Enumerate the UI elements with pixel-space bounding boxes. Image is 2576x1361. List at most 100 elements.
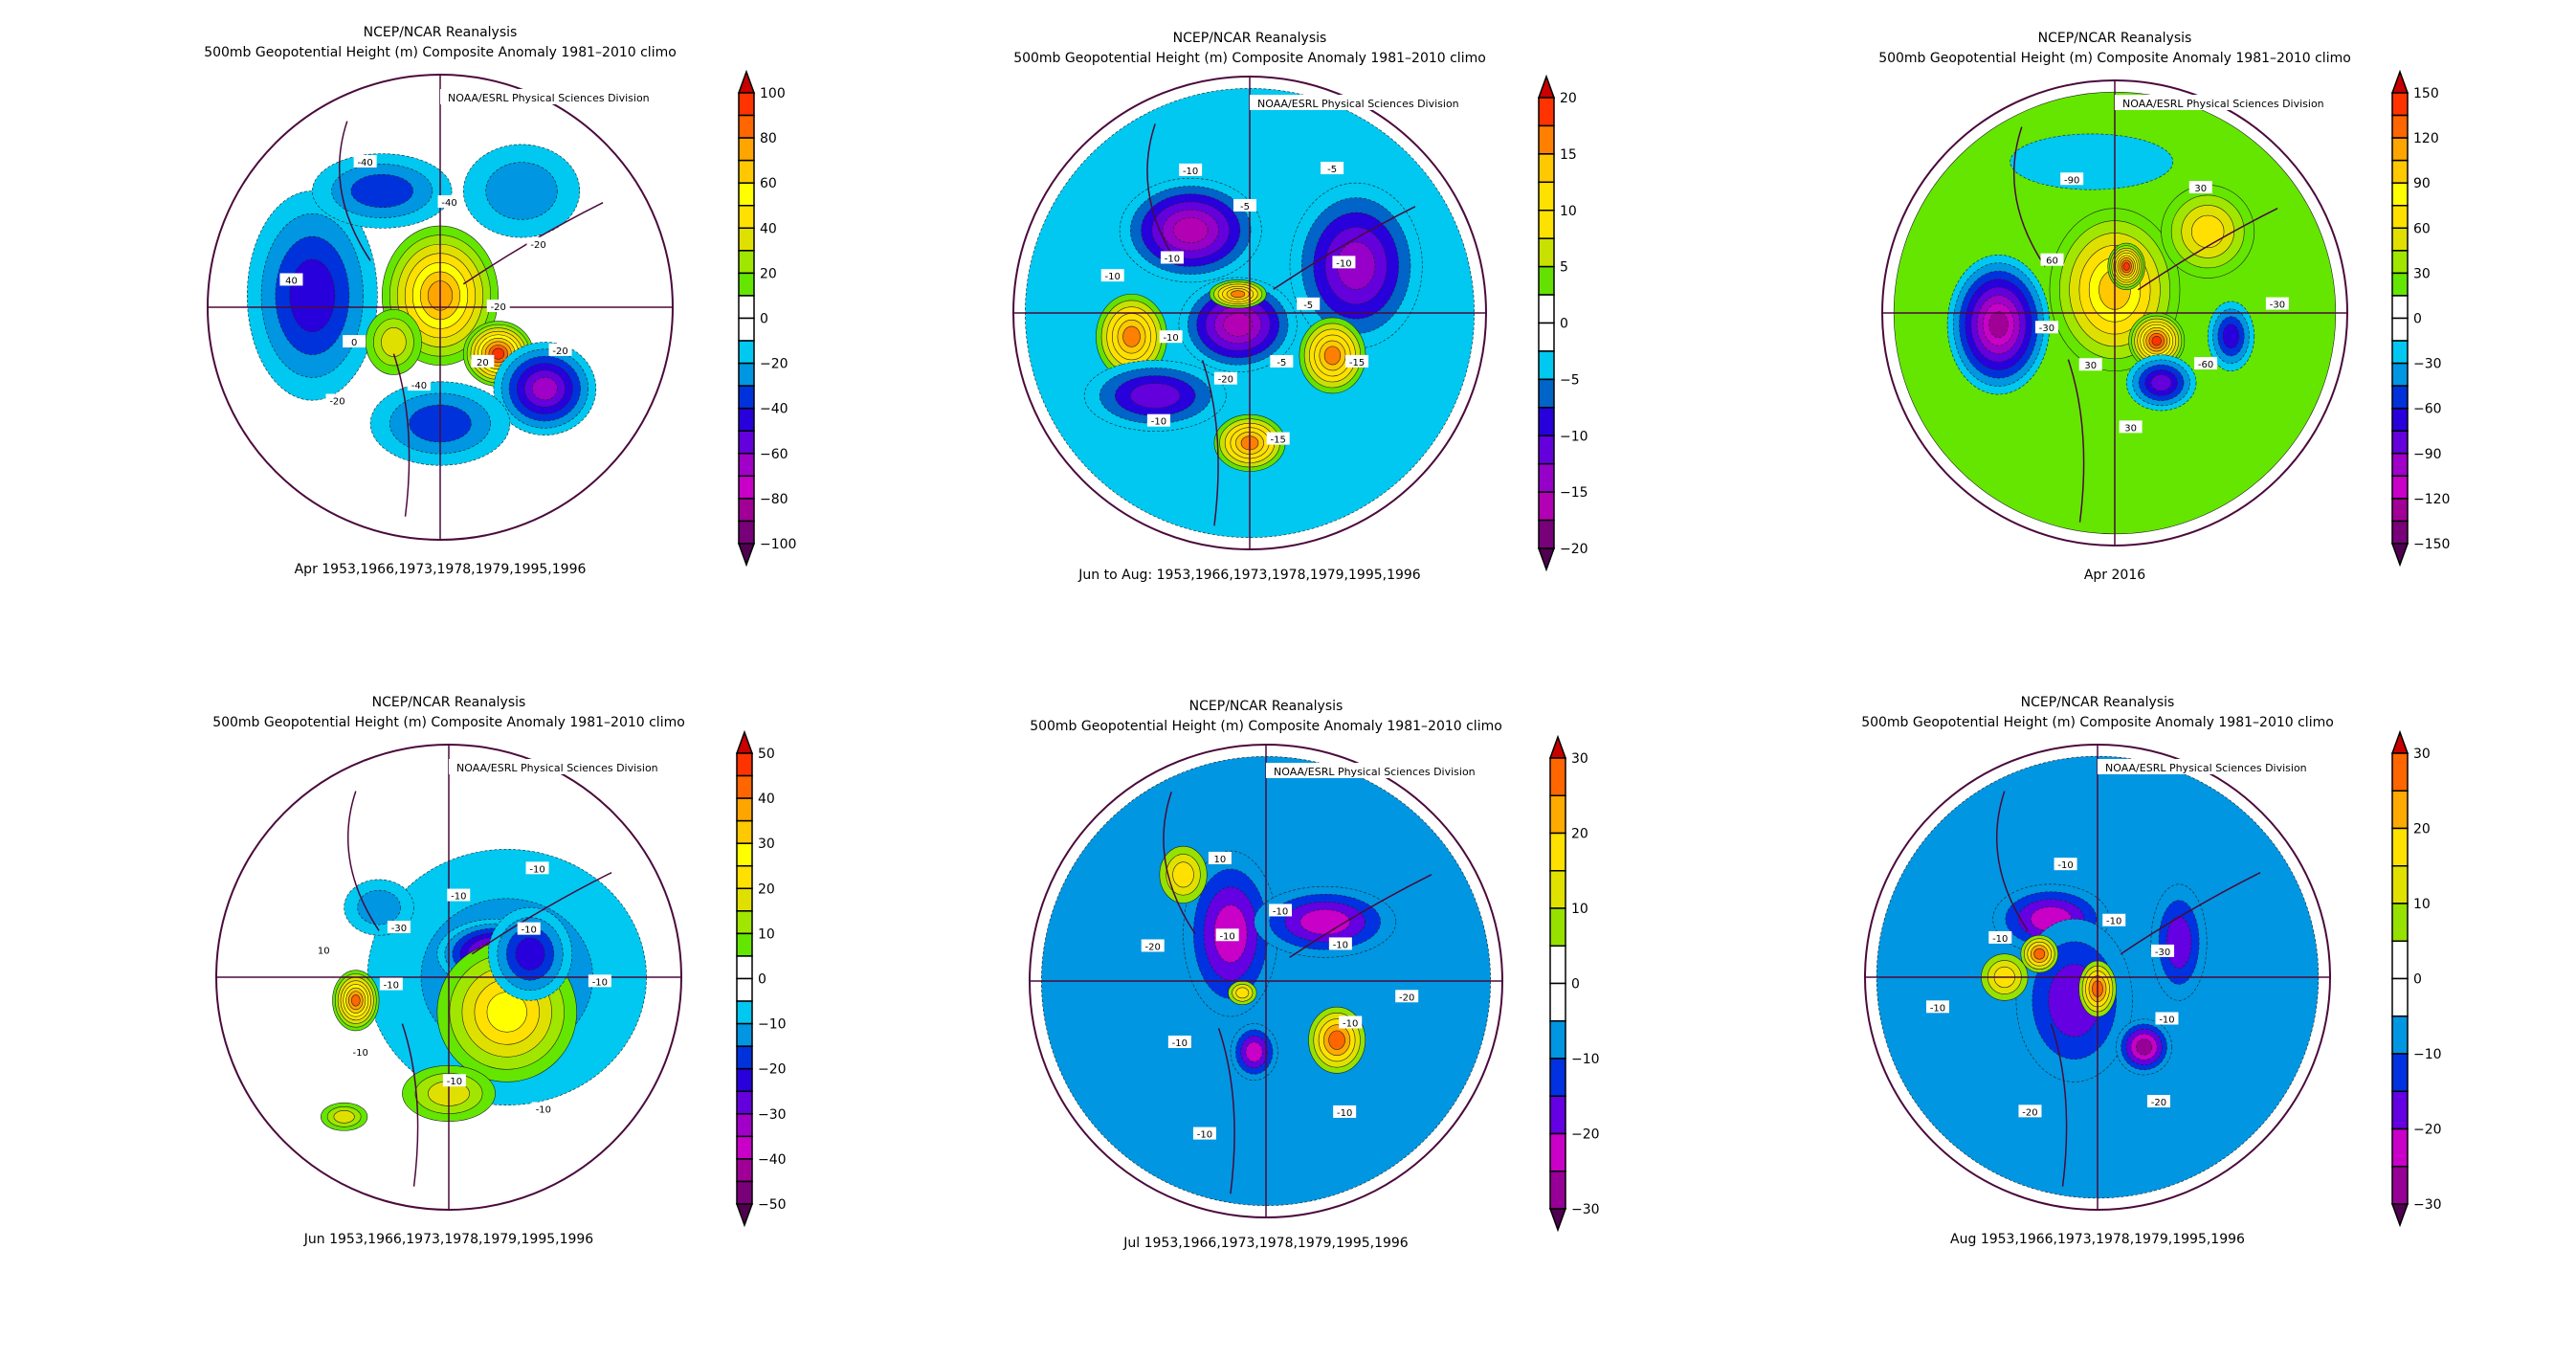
colorbar-tick-label: 30 [758,837,775,852]
anomaly-contour [1223,313,1253,337]
anomaly-contour [2151,336,2162,346]
contour-label: -15 [1349,358,1365,368]
colorbar-segment [738,295,755,320]
colorbar-segment [736,932,753,957]
colorbar-tick-label: 0 [760,312,768,327]
colorbar-segment [1538,378,1555,409]
anomaly-contour [1130,383,1181,409]
contour-label: -10 [592,977,608,988]
colorbar-tick-label: 0 [1560,317,1568,332]
colorbar-segment [736,1113,753,1138]
colorbar: 30 20 10 0 −10 −20 −30 [1548,734,1600,1233]
anomaly-contour [2010,133,2174,190]
colorbar-tick-label: 5 [1560,260,1568,276]
polar-map [208,75,673,540]
colorbar-segment [736,1022,753,1047]
coastline [346,791,612,1187]
contour-label: -10 [529,864,544,875]
colorbar-segment [1538,519,1555,549]
colorbar-tick-label: 30 [1571,751,1588,767]
colorbar-tick-label: −30 [2413,1197,2442,1213]
panel-title: NCEP/NCAR Reanalysis [1189,699,1344,714]
colorbar-segment [738,453,755,478]
colorbar-segment [738,520,755,545]
colorbar-segment [738,159,755,184]
colorbar-segment [736,1000,753,1025]
credit-label: NOAA/ESRL Physical Sciences Division [2122,98,2324,110]
colorbar-tick-label: 20 [1560,91,1577,106]
colorbar-segment [2391,1090,2409,1130]
contour-label: -40 [441,198,456,209]
colorbar-tick-label: 20 [2413,822,2431,837]
colorbar-tick-label: 90 [2413,176,2431,191]
anomaly-contour [350,994,361,1007]
contour-label: -10 [447,1077,462,1087]
colorbar-tick-label: 60 [2413,221,2431,236]
colorbar-segment [1549,794,1566,835]
colorbar-segment [736,865,753,890]
contour-label: 10 [1214,855,1227,865]
contour-label: -20 [329,396,344,407]
contour-label: 30 [2084,361,2097,371]
colorbar-arrow-top [737,69,756,94]
colorbar-tick-label: 40 [758,792,775,807]
anomaly-contour [2122,262,2130,271]
colorbar-segment [2391,977,2409,1017]
colorbar-segment [736,955,753,980]
panel-subtitle: 500mb Geopotential Height (m) Composite … [1861,715,2334,730]
panel-subtitle: 500mb Geopotential Height (m) Composite … [212,715,685,730]
colorbar-tick-label: 10 [1560,204,1577,219]
coastline [1163,792,1432,1194]
colorbar-segment [738,114,755,139]
colorbar-segment [2391,430,2409,455]
colorbar-tick-label: −30 [2413,357,2442,372]
colorbar-segment [1538,181,1555,212]
colorbar-segment [2391,520,2409,545]
colorbar-segment [738,92,755,117]
colorbar-segment [738,340,755,365]
anomaly-contour [289,258,336,333]
colorbar-tick-label: −30 [1571,1202,1600,1217]
contour-label: -20 [491,302,506,313]
contour-label: -30 [2270,301,2285,311]
colorbar-segment [1549,870,1566,909]
colorbar-segment [1538,210,1555,239]
colorbar-segment [1538,97,1555,127]
colorbar-segment [1538,435,1555,465]
colorbar-segment [738,407,755,433]
panel-5: NCEP/NCAR Reanalysis 500mb Geopotential H… [1029,699,1600,1251]
colorbar-segment [1538,491,1555,522]
contour-label: -10 [2106,917,2121,927]
colorbar-tick-label: 150 [2413,86,2439,101]
anomaly-contour [1172,861,1194,888]
colorbar-tick-label: 20 [760,266,777,281]
colorbar-segment [738,498,755,523]
contour-label: -5 [1303,301,1313,311]
panel-subtitle: 500mb Geopotential Height (m) Composite … [1013,51,1486,66]
colorbar-segment [1538,350,1555,381]
anomaly-contour [1323,346,1342,366]
colorbar-tick-label: 10 [1571,902,1588,917]
colorbar-segment [736,797,753,822]
colorbar-tick-label: 60 [760,176,777,191]
contour-label: -10 [1219,931,1234,942]
contour-label: -20 [2151,1098,2166,1108]
contour-label: -40 [357,158,372,168]
panel-subtitle: 500mb Geopotential Height (m) Composite … [204,45,677,60]
contour-label: -10 [1930,1003,1945,1014]
contour-label: 10 [318,946,330,956]
colorbar-segment [2391,227,2409,252]
colorbar: 30 20 10 0 −10 −20 −30 [2390,729,2442,1228]
polar-map [1865,745,2330,1210]
anomaly-contour [2033,948,2046,960]
colorbar-segment [1549,1020,1566,1060]
colorbar-segment [2391,362,2409,387]
colorbar-segment [2391,250,2409,275]
colorbar-tick-label: 80 [760,131,777,146]
colorbar-segment [2391,92,2409,117]
colorbar-tick-label: 0 [758,972,766,988]
colorbar-segment [2391,453,2409,478]
anomaly-contour [357,889,401,926]
anomaly-contour [2222,324,2240,349]
panel-3: NCEP/NCAR Reanalysis 500mb Geopotential H… [1878,31,2450,583]
